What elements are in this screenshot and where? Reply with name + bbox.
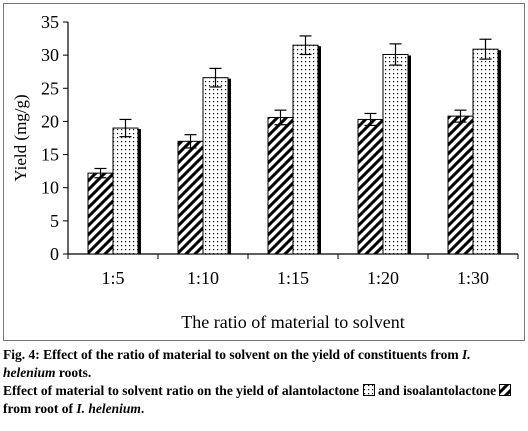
y-tick-label: 10 [41, 178, 59, 198]
bar-isoalantolactone-1:30 [447, 115, 474, 255]
bar-isoalantolactone-1:5 [87, 172, 114, 255]
x-tick-label: 1:15 [277, 268, 309, 288]
figure-caption: Fig. 4: Effect of the ratio of material … [3, 346, 525, 418]
caption-legend-period: . [140, 401, 145, 416]
bar-alantolactone-1:5 [112, 127, 139, 255]
caption-species: I. helenium [3, 347, 471, 380]
caption-legend-mid: and isoalantolactone [374, 383, 500, 398]
legend-swatch-hatched [499, 384, 512, 396]
caption-fig-tail: roots. [55, 365, 92, 380]
chart-figure: 0 5 10 15 20 25 30 35 1:5 1:10 1:15 1:20 1:30 The rat… [3, 3, 525, 341]
y-tick-label: 35 [41, 12, 59, 32]
y-axis-title: Yield (mg/g) [11, 94, 30, 181]
x-tick-label: 1:30 [457, 268, 489, 288]
legend-swatch-dotted [362, 384, 375, 396]
y-tick-label: 0 [50, 244, 59, 264]
bar-alantolactone-1:15 [292, 44, 319, 255]
bar-isoalantolactone-1:15 [267, 116, 294, 255]
y-tick-label: 30 [41, 45, 59, 65]
bar-alantolactone-1:10 [202, 77, 229, 255]
figure-caption-legend: Effect of material to solvent ratio on t… [3, 382, 525, 418]
x-tick-label: 1:5 [101, 268, 124, 288]
bar-alantolactone-1:30 [472, 48, 499, 255]
bar-isoalantolactone-1:20 [357, 118, 384, 255]
bar-isoalantolactone-1:10 [177, 140, 204, 255]
y-tick-label: 15 [41, 145, 59, 165]
caption-legend-species: I. helenium [76, 401, 141, 416]
bar-chart: 0 5 10 15 20 25 30 35 1:5 1:10 1:15 1:20 1:30 The rat… [11, 12, 519, 332]
caption-legend-end: from root of [3, 401, 77, 416]
x-tick-label: 1:10 [187, 268, 219, 288]
y-tick-label: 20 [41, 111, 59, 131]
y-tick-label: 5 [50, 211, 59, 231]
y-tick-label: 25 [41, 78, 59, 98]
figure-caption-title: Fig. 4: Effect of the ratio of material … [3, 346, 525, 382]
x-tick-label: 1:20 [367, 268, 399, 288]
caption-legend-start: Effect of material to solvent ratio on t… [3, 383, 363, 398]
x-axis-title: The ratio of material to solvent [181, 312, 404, 332]
caption-fig-label: Fig. 4: Effect of the ratio of material … [3, 347, 463, 362]
bar-alantolactone-1:20 [382, 53, 409, 255]
